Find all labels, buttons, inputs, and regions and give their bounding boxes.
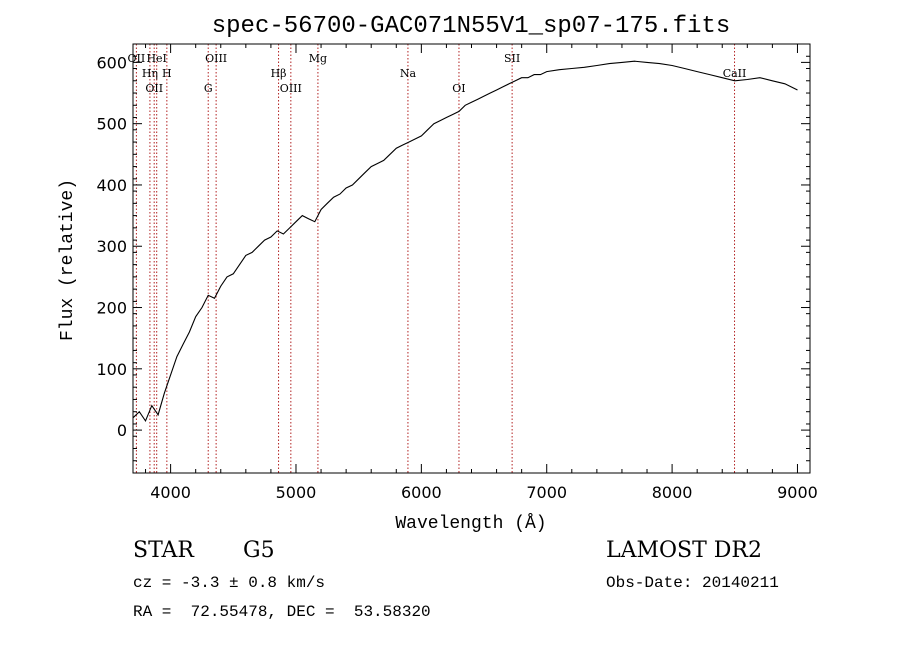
- feature-label: CaII: [723, 67, 747, 80]
- plot-frame: [132, 43, 811, 474]
- feature-label: OII: [128, 52, 146, 65]
- feature-label: H: [162, 67, 172, 80]
- coordinates: RA = 72.55478, DEC = 53.58320: [133, 603, 431, 621]
- y-tick-label: 300: [96, 237, 127, 256]
- observation-date: Obs-Date: 20140211: [606, 574, 779, 592]
- x-tick-label: 6000: [401, 483, 442, 502]
- object-subclass: G5: [243, 538, 275, 563]
- survey-name: LAMOST DR2: [606, 538, 762, 563]
- y-tick-label: 0: [117, 421, 127, 440]
- y-tick-label: 500: [96, 115, 127, 134]
- x-tick-label: 4000: [150, 483, 191, 502]
- feature-label: OIII: [205, 52, 227, 65]
- object-class: STAR: [133, 538, 194, 563]
- feature-label: HeI: [146, 52, 166, 65]
- spectrum-line: [132, 60, 798, 423]
- y-tick-label: 600: [96, 53, 127, 72]
- y-axis: 0 100 200 300 400 500 600: [96, 53, 810, 462]
- feature-lines: [135, 44, 736, 473]
- x-tick-label: 7000: [526, 483, 567, 502]
- feature-label: SII: [504, 52, 520, 65]
- feature-label: OIII: [280, 82, 302, 95]
- x-tick-label: 8000: [652, 483, 693, 502]
- feature-label: OII: [145, 82, 163, 95]
- x-tick-label: 5000: [276, 483, 317, 502]
- x-tick-label: 9000: [777, 483, 818, 502]
- chart-title: spec-56700-GAC071N55V1_sp07-175.fits: [212, 13, 730, 40]
- feature-label: Na: [400, 67, 417, 80]
- x-axis-label: Wavelength (Å): [395, 513, 546, 534]
- feature-label: Hβ: [271, 67, 287, 80]
- y-tick-label: 200: [96, 299, 127, 318]
- y-tick-label: 400: [96, 176, 127, 195]
- y-axis-label: Flux (relative): [58, 179, 78, 341]
- x-axis: 4000 5000 6000 7000 8000 9000: [145, 44, 818, 502]
- feature-label: Hη: [142, 67, 158, 80]
- feature-label: Mg: [309, 52, 327, 65]
- feature-label: OI: [452, 82, 465, 95]
- feature-label: G: [204, 82, 213, 95]
- redshift-cz: cz = -3.3 ± 0.8 km/s: [133, 574, 326, 592]
- y-tick-label: 100: [96, 360, 127, 379]
